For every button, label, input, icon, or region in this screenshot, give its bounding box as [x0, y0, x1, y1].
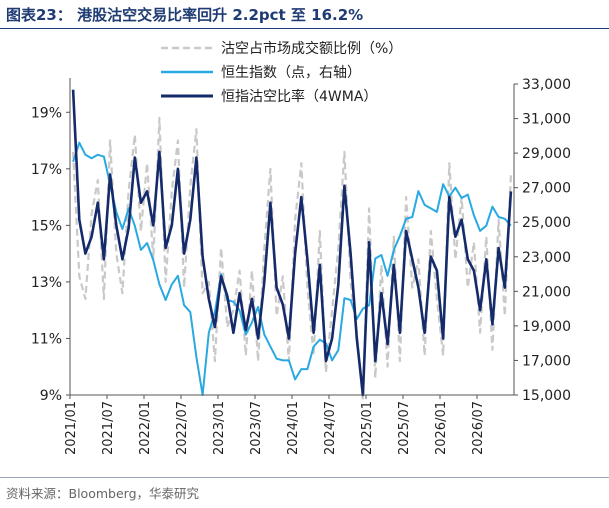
legend: 沽空占市场成交额比例（%） 恒生指数（点，右轴） 恒指沽空比率（4WMA）	[161, 40, 402, 105]
series-layer	[71, 89, 513, 402]
chart-title: 图表23： 港股沽空交易比率回升 2.2pct 至 16.2%	[6, 6, 364, 24]
title-divider	[0, 28, 609, 29]
left-tick-label: 17%	[31, 162, 62, 178]
legend-label-wma: 恒指沽空比率（4WMA）	[221, 88, 377, 105]
footer-divider	[0, 477, 609, 478]
legend-label-short-ratio: 沽空占市场成交额比例（%）	[221, 40, 402, 57]
right-tick-label: 15,000	[522, 388, 571, 404]
right-tick-label: 23,000	[522, 250, 571, 266]
x-tick-label: 2021/07	[101, 401, 116, 455]
x-tick-label: 2025/01	[360, 401, 375, 455]
x-tick-label: 2023/07	[249, 401, 264, 455]
x-tick-label: 2021/01	[64, 401, 79, 455]
x-tick-label: 2024/07	[323, 401, 338, 455]
series-line-wma	[71, 89, 513, 397]
x-tick-label: 2022/01	[138, 401, 153, 455]
right-tick-label: 21,000	[522, 284, 571, 300]
x-tick-label: 2022/07	[175, 401, 190, 455]
left-tick-label: 9%	[40, 388, 62, 404]
source-note: 资料来源：Bloomberg，华泰研究	[6, 486, 199, 501]
axes-layer: 9% 11% 13% 15% 17% 19% 15,000 17,000 19,000 21,00…	[31, 77, 571, 455]
right-tick-label: 31,000	[522, 112, 571, 128]
x-tick-label: 2025/07	[397, 401, 412, 455]
series-line-short-ratio	[72, 116, 512, 402]
x-tick-label: 2023/01	[212, 401, 227, 455]
legend-label-hsi: 恒生指数（点，右轴）	[221, 65, 361, 81]
left-tick-label: 11%	[31, 331, 62, 347]
series-line-hsi	[72, 141, 512, 396]
right-tick-label: 25,000	[522, 215, 571, 231]
left-tick-label: 13%	[31, 275, 62, 291]
right-tick-label: 29,000	[522, 146, 571, 162]
right-tick-label: 17,000	[522, 353, 571, 369]
left-tick-label: 19%	[31, 105, 62, 121]
x-tick-label: 2026/07	[471, 401, 486, 455]
right-tick-label: 33,000	[522, 77, 571, 93]
x-tick-label: 2024/01	[286, 401, 301, 455]
x-tick-label: 2026/01	[434, 401, 449, 455]
left-tick-label: 15%	[31, 218, 62, 234]
right-tick-label: 19,000	[522, 319, 571, 335]
chart-canvas: 沽空占市场成交额比例（%） 恒生指数（点，右轴） 恒指沽空比率（4WMA） 9% 11…	[31, 40, 571, 455]
right-tick-label: 27,000	[522, 181, 571, 197]
